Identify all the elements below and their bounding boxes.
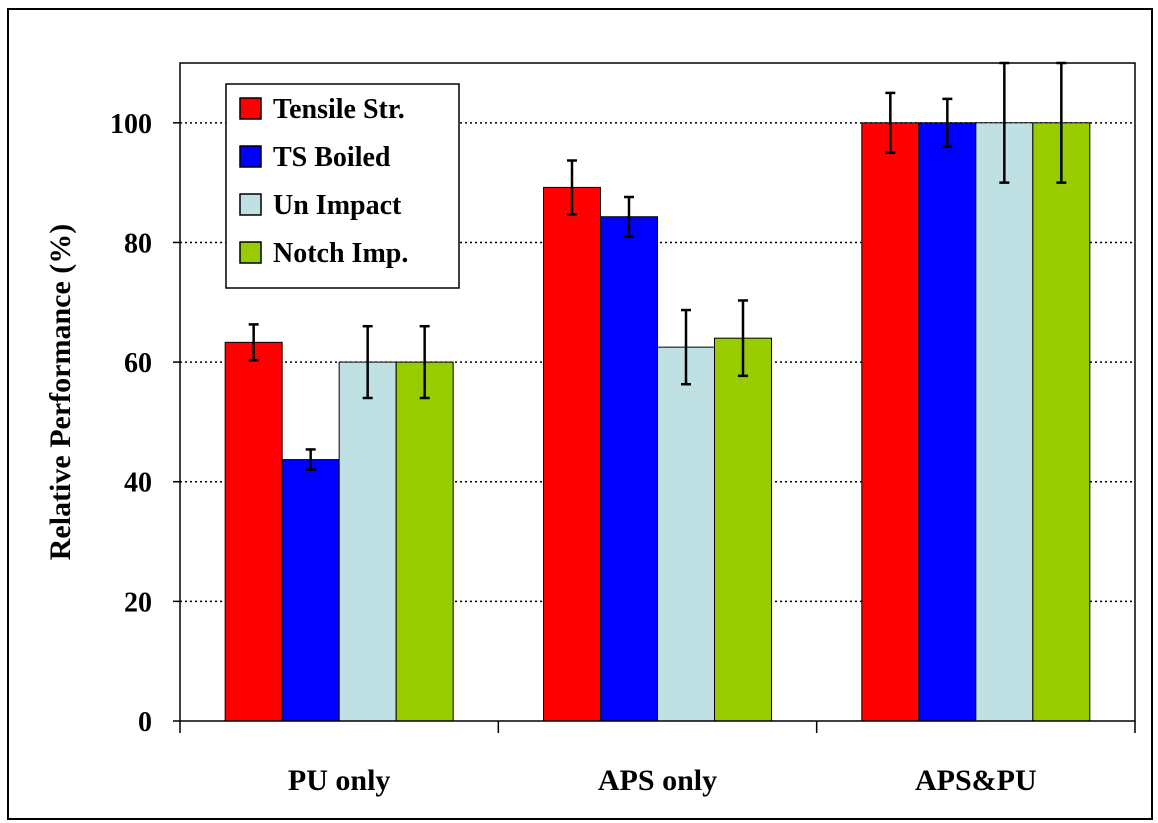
legend-swatch xyxy=(239,145,262,168)
plot-area-border xyxy=(179,62,1136,722)
x-category-labels: PU only APS only APS&PU xyxy=(288,764,1037,797)
y-tick-label: 20 xyxy=(124,587,152,618)
bar xyxy=(657,346,715,722)
bar xyxy=(975,122,1034,722)
error-bar xyxy=(942,97,953,148)
legend-swatch xyxy=(239,97,262,120)
bar xyxy=(338,361,397,722)
bar xyxy=(543,186,601,722)
y-tick-label: 40 xyxy=(124,468,152,499)
bar xyxy=(714,337,772,722)
error-bar xyxy=(305,448,316,472)
legend-item: TS Boiled xyxy=(239,142,391,173)
legend-item: Un Impact xyxy=(239,190,402,221)
error-bar xyxy=(624,195,634,238)
bar xyxy=(918,122,977,722)
bar xyxy=(1032,122,1091,722)
bar xyxy=(861,122,920,722)
legend-label: Tensile Str. xyxy=(273,94,405,125)
error-bars xyxy=(248,61,1067,472)
y-tick-labels: 0 20 40 60 80 100 xyxy=(110,109,152,738)
legend-swatch xyxy=(239,193,262,216)
error-bar xyxy=(681,308,691,386)
y-tick-label: 100 xyxy=(110,109,152,140)
y-tick-label: 80 xyxy=(124,228,152,259)
bar xyxy=(281,459,340,722)
y-tick-label: 0 xyxy=(138,707,152,738)
legend-swatch xyxy=(239,241,262,264)
error-bar xyxy=(738,299,748,378)
legend-item: Notch Imp. xyxy=(239,238,408,269)
legend-item: Tensile Str. xyxy=(239,94,405,125)
bars xyxy=(224,122,1091,722)
y-axis-title: Relative Performance (%) xyxy=(44,224,77,561)
error-bar xyxy=(248,323,259,362)
bar xyxy=(600,216,658,722)
error-bar xyxy=(885,91,896,154)
axes xyxy=(173,62,1136,733)
y-tick-label: 60 xyxy=(124,348,152,379)
error-bar xyxy=(362,324,373,400)
x-category-label: APS only xyxy=(598,764,717,797)
x-category-label: PU only xyxy=(288,764,391,797)
bar xyxy=(395,361,454,722)
bar xyxy=(224,341,283,722)
legend-label: Notch Imp. xyxy=(273,238,408,269)
legend: Tensile Str. TS Boiled Un Impact Notch Imp. xyxy=(225,83,460,289)
legend-box xyxy=(225,83,460,289)
error-bar xyxy=(567,159,577,216)
error-bar xyxy=(419,324,430,400)
x-category-label: APS&PU xyxy=(915,764,1037,797)
legend-label: Un Impact xyxy=(273,190,402,221)
legend-label: TS Boiled xyxy=(273,142,391,173)
